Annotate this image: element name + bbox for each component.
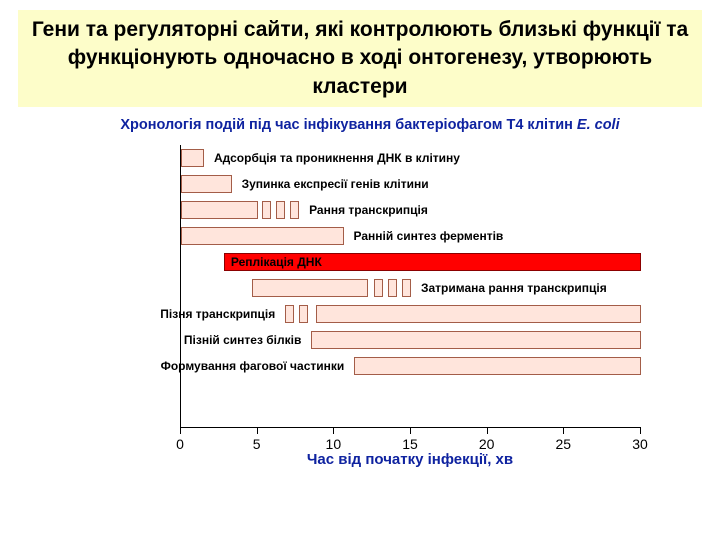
timeline-bar (252, 279, 369, 297)
bar-label: Адсорбція та проникнення ДНК в клітину (214, 151, 460, 165)
timeline-bar (290, 201, 299, 219)
tick-mark (563, 427, 564, 434)
tick-mark (640, 427, 641, 434)
bar-label: Ранній синтез ферментів (354, 229, 504, 243)
timeline-bar (262, 201, 271, 219)
timeline-bar (402, 279, 411, 297)
tick-label: 0 (176, 436, 184, 452)
timeline-bar (374, 279, 383, 297)
tick-mark (487, 427, 488, 434)
tick-label: 15 (402, 436, 418, 452)
tick-label: 5 (253, 436, 261, 452)
subtitle: Хронологія подій під час інфікування бак… (40, 117, 700, 133)
timeline-bar: Реплікація ДНК (224, 253, 641, 271)
subtitle-italic: E. coli (577, 117, 620, 133)
timeline-bar (316, 305, 641, 323)
page-title: Гени та регуляторні сайти, які контролюю… (28, 16, 692, 101)
timeline-bar (181, 227, 344, 245)
timeline-bar (354, 357, 641, 375)
title-band: Гени та регуляторні сайти, які контролюю… (18, 10, 702, 107)
bar-label: Формування фагової частинки (161, 359, 345, 373)
bar-label: Пізній синтез білків (184, 333, 301, 347)
timeline-bar (181, 149, 204, 167)
timeline-bar (311, 331, 641, 349)
tick-mark (333, 427, 334, 434)
x-axis-title: Час від початку інфекції, хв (140, 451, 680, 468)
tick-label: 30 (632, 436, 648, 452)
timeline-bar (181, 175, 232, 193)
timeline-bar (299, 305, 308, 323)
bar-label: Реплікація ДНК (231, 255, 322, 269)
bar-label: Зупинка експресії генів клітини (242, 177, 429, 191)
tick-mark (257, 427, 258, 434)
subtitle-text: Хронологія подій під час інфікування бак… (120, 117, 577, 133)
bar-label: Пізня транскрипція (160, 307, 275, 321)
plot-area: Адсорбція та проникнення ДНК в клітину Зу… (180, 145, 641, 428)
tick-mark (410, 427, 411, 434)
bar-label: Рання транскрипція (309, 203, 428, 217)
timeline-bar (388, 279, 397, 297)
bar-label: Затримана рання транскрипція (421, 281, 607, 295)
timeline-bar (276, 201, 285, 219)
tick-mark (180, 427, 181, 434)
timeline-bar (181, 201, 258, 219)
tick-label: 20 (479, 436, 495, 452)
timeline-chart: Адсорбція та проникнення ДНК в клітину Зу… (140, 145, 670, 465)
tick-label: 25 (556, 436, 572, 452)
timeline-bar (285, 305, 294, 323)
tick-label: 10 (326, 436, 342, 452)
